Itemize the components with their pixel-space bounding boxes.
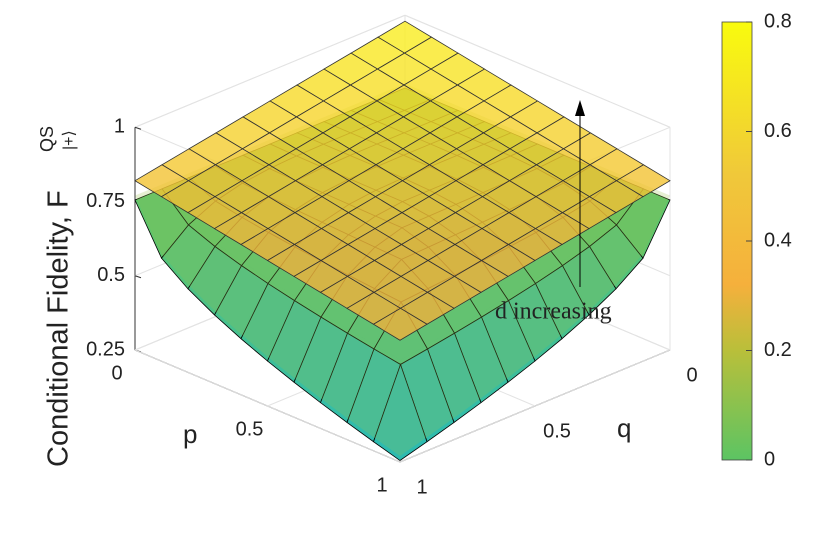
surface-mid [589, 220, 643, 285]
surface-mid [214, 261, 268, 335]
surface-mid [427, 328, 481, 418]
z-label: Conditional Fidelity, F [43, 190, 75, 467]
y-tick-label: 0 [686, 364, 697, 386]
z-label-subscript: |+⟩ [61, 130, 78, 150]
grid-line [134, 14, 406, 128]
grid-line [134, 349, 401, 463]
annotation: d increasing [495, 299, 612, 325]
surface-mid [294, 312, 348, 399]
x-label: p [183, 419, 197, 449]
z-tick [134, 126, 142, 130]
colorbar-tick-label: 0.2 [764, 339, 792, 361]
z-tick-label: 1 [114, 116, 125, 138]
y-tick-label: 1 [416, 476, 427, 498]
colorbar-tick-label: 0.8 [764, 10, 792, 32]
surface-mid [616, 184, 670, 254]
surface-mid [320, 328, 374, 418]
surface-mid [400, 344, 454, 438]
colorbar-tick-label: 0 [764, 448, 775, 470]
surface-mid [454, 312, 508, 399]
surfaces [134, 20, 671, 462]
z-tick [134, 275, 142, 279]
surface-mid [347, 344, 401, 438]
surface-mid [508, 279, 562, 357]
surface-upper [372, 307, 428, 341]
surface-mid [267, 296, 321, 378]
y-tick-label: 0.5 [543, 420, 571, 442]
z-tick-label: 0.5 [97, 264, 125, 286]
z-label-group: Conditional Fidelity, F QS |+⟩ [37, 126, 78, 467]
x-tick-label: 0 [111, 362, 122, 384]
arrow-head [575, 100, 585, 116]
grid-line [404, 14, 671, 128]
surface-mid [481, 296, 535, 378]
surface-mid [562, 242, 616, 311]
surface-mid [135, 184, 189, 254]
surface-mid [535, 261, 589, 335]
x-tick-label: 1 [376, 474, 387, 496]
surface-mid [161, 220, 215, 285]
y-label: q [617, 413, 631, 443]
colorbar-tick-label: 0.4 [764, 229, 792, 251]
x-tick-label: 0.5 [236, 418, 264, 440]
surface-mid [373, 360, 427, 457]
z-tick-label: 0.25 [86, 338, 125, 360]
surface-mid [241, 279, 295, 357]
colorbar-tick-label: 0.6 [764, 120, 792, 142]
z-label-superscript: QS [37, 126, 57, 152]
surface-lower [373, 363, 428, 462]
surface-mid [188, 242, 242, 311]
z-tick-label: 0.75 [86, 190, 125, 212]
